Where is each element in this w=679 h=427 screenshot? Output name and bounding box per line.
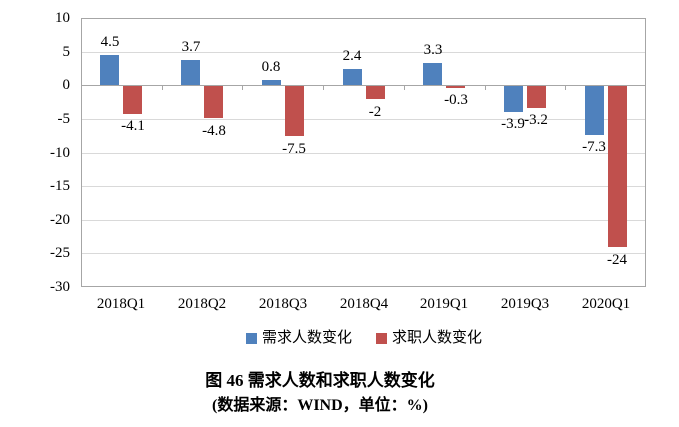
legend-demand-swatch-icon xyxy=(245,333,257,344)
bar-jobseeker-2019Q3 xyxy=(527,86,546,108)
bar-demand-2019Q3 xyxy=(504,86,523,112)
x-axis-label-2018Q3: 2018Q3 xyxy=(258,296,308,312)
bar-demand-2018Q1 xyxy=(100,55,119,85)
gridline--25 xyxy=(82,253,645,254)
x-axis-label-2018Q2: 2018Q2 xyxy=(177,296,227,312)
x-axis-label-2020Q1: 2020Q1 xyxy=(581,296,631,312)
category-axis-tick xyxy=(242,85,243,90)
bar-demand-2018Q4 xyxy=(343,69,362,85)
x-axis-label-2018Q1: 2018Q1 xyxy=(96,296,146,312)
bar-label-jobseeker-2020Q1: -24 xyxy=(607,252,627,268)
y-axis-label--30: -30 xyxy=(50,279,70,295)
bar-label-jobseeker-2018Q2: -4.8 xyxy=(202,123,226,139)
gridline-5 xyxy=(82,52,645,53)
gridline--20 xyxy=(82,220,645,221)
legend-item-demand: 需求人数变化 xyxy=(245,330,352,346)
category-axis-tick xyxy=(323,85,324,90)
bar-jobseeker-2018Q3 xyxy=(285,86,304,136)
y-axis-label--15: -15 xyxy=(50,178,70,194)
bar-label-demand-2018Q3: 0.8 xyxy=(261,59,281,75)
category-axis-tick xyxy=(404,85,405,90)
x-axis-label-2019Q3: 2019Q3 xyxy=(500,296,550,312)
category-axis-tick xyxy=(162,85,163,90)
x-axis-label-2019Q1: 2019Q1 xyxy=(419,296,469,312)
bar-label-demand-2020Q1: -7.3 xyxy=(582,139,606,155)
legend: 需求人数变化 求职人数变化 xyxy=(48,331,679,346)
gridline--5 xyxy=(82,119,645,120)
gridline--15 xyxy=(82,186,645,187)
gridline--10 xyxy=(82,153,645,154)
bar-label-demand-2018Q1: 4.5 xyxy=(100,34,120,50)
bar-demand-2019Q1 xyxy=(423,63,442,85)
legend-demand-label: 需求人数变化 xyxy=(261,330,352,346)
y-axis-label-5: 5 xyxy=(62,44,71,60)
bar-label-demand-2019Q3: -3.9 xyxy=(501,116,525,132)
bar-jobseeker-2018Q1 xyxy=(123,86,142,114)
y-axis-label-0: 0 xyxy=(62,77,71,93)
chart-title: 图 46 需求人数和求职人数变化 xyxy=(205,371,435,390)
chart-subtitle: (数据来源：WIND，单位：%) xyxy=(212,397,428,414)
y-axis-label--5: -5 xyxy=(57,111,71,127)
bar-demand-2018Q2 xyxy=(181,60,200,85)
category-axis-tick xyxy=(485,85,486,90)
x-axis-label-2018Q4: 2018Q4 xyxy=(339,296,389,312)
bar-demand-2018Q3 xyxy=(262,80,281,85)
legend-jobseeker-swatch-icon xyxy=(376,333,387,344)
bar-jobseeker-2019Q1 xyxy=(446,86,465,88)
bar-label-jobseeker-2018Q1: -4.1 xyxy=(121,118,145,134)
plot-area xyxy=(81,18,646,287)
legend-item-jobseeker: 求职人数变化 xyxy=(376,331,482,346)
bar-jobseeker-2020Q1 xyxy=(608,86,627,247)
bar-demand-2020Q1 xyxy=(585,86,604,135)
bar-label-demand-2018Q2: 3.7 xyxy=(181,39,201,55)
bar-label-demand-2018Q4: 2.4 xyxy=(342,48,362,64)
y-axis-label--20: -20 xyxy=(50,212,70,228)
y-axis-label--25: -25 xyxy=(50,245,70,261)
bar-label-jobseeker-2019Q3: -3.2 xyxy=(524,112,548,128)
category-axis-tick xyxy=(565,85,566,90)
legend-jobseeker-label: 求职人数变化 xyxy=(392,330,483,346)
bar-jobseeker-2018Q2 xyxy=(204,86,223,118)
bar-label-jobseeker-2018Q4: -2 xyxy=(368,104,382,120)
bar-jobseeker-2018Q4 xyxy=(366,86,385,99)
bar-label-jobseeker-2018Q3: -7.5 xyxy=(282,141,306,157)
bar-label-demand-2019Q1: 3.3 xyxy=(423,42,443,58)
zero-axis-line xyxy=(82,85,645,86)
bar-label-jobseeker-2019Q1: -0.3 xyxy=(444,92,468,108)
y-axis-label-10: 10 xyxy=(55,10,70,26)
y-axis-label--10: -10 xyxy=(50,145,70,161)
